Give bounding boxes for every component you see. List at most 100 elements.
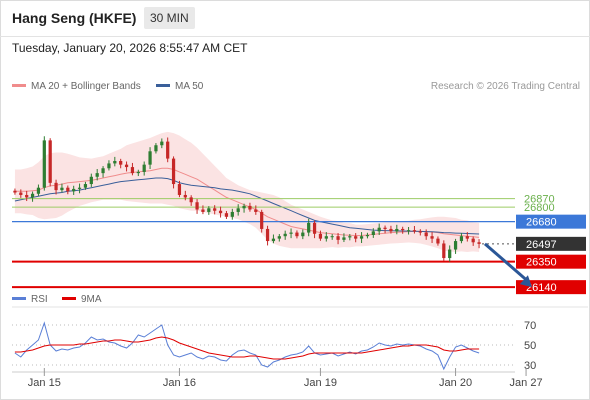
- candle-body: [95, 173, 99, 177]
- candle-body: [13, 190, 17, 193]
- timestamp: Tuesday, January 20, 2026 8:55:47 AM CET: [12, 41, 248, 55]
- candle-body: [148, 151, 152, 165]
- candle-body: [318, 233, 323, 239]
- legend-bollinger: MA 20 + Bollinger Bands: [12, 81, 141, 92]
- interval-badge[interactable]: 30 MIN: [144, 7, 195, 29]
- candle-body: [236, 208, 240, 212]
- candle-body: [265, 228, 270, 242]
- candle-body: [107, 163, 111, 169]
- candle-body: [130, 167, 135, 174]
- bollinger-swatch: [12, 83, 26, 87]
- forecast-arrow-shaft: [483, 242, 530, 284]
- resistance-label-26800: 26800: [524, 202, 555, 214]
- candle-body: [301, 232, 305, 237]
- candle-body: [295, 232, 299, 237]
- candle-body: [424, 232, 428, 237]
- candle-body: [389, 228, 393, 232]
- candle-body: [89, 176, 93, 185]
- candle-body: [448, 249, 452, 259]
- candle-body: [336, 236, 340, 240]
- candle-body: [254, 209, 258, 212]
- candle-body: [348, 236, 352, 238]
- candle-body: [177, 184, 182, 195]
- candle-body: [60, 187, 64, 191]
- candle-body: [42, 140, 46, 188]
- candle-body: [25, 194, 29, 198]
- candle-body: [77, 187, 82, 189]
- x-tick-label: Jan 19: [304, 377, 337, 389]
- candle-body: [359, 236, 364, 239]
- candle-body: [54, 182, 58, 191]
- legend-9ma: 9MA: [62, 294, 102, 305]
- candle-body: [412, 230, 417, 232]
- rsi-tick-50: 50: [524, 340, 536, 352]
- candle-body: [248, 205, 252, 210]
- candle-body: [430, 236, 434, 239]
- candle-body: [342, 237, 346, 240]
- candle-body: [377, 227, 381, 232]
- candle-body: [66, 187, 70, 192]
- candle-body: [442, 243, 446, 259]
- ma50-label: MA 50: [175, 81, 204, 92]
- level-tag-26350: [516, 254, 586, 269]
- level-label-26140: 26140: [526, 282, 557, 294]
- candle-body: [166, 141, 170, 159]
- candle-body: [136, 171, 140, 174]
- candle-body: [183, 194, 187, 198]
- candle-body: [406, 230, 411, 232]
- x-tick-label: Jan 15: [28, 377, 61, 389]
- candle-body: [453, 241, 458, 250]
- candle-body: [142, 164, 146, 172]
- candle-body: [101, 168, 105, 174]
- candle-body: [119, 161, 123, 165]
- candle-body: [283, 233, 287, 237]
- rsi-line: [14, 321, 480, 371]
- candle-body: [72, 188, 76, 192]
- candle-body: [365, 234, 370, 237]
- candle-body: [36, 187, 41, 194]
- bollinger-band: [14, 131, 480, 252]
- bollinger-label: MA 20 + Bollinger Bands: [31, 81, 141, 92]
- candle-body: [48, 140, 52, 183]
- ma9-label: 9MA: [81, 294, 102, 305]
- candle-body: [289, 232, 293, 234]
- candle-body: [477, 242, 481, 244]
- candle-body: [207, 208, 211, 212]
- candle-body: [459, 236, 464, 242]
- resistance-label-26870: 26870: [524, 194, 555, 206]
- candle-body: [471, 238, 475, 243]
- instrument-title: Hang Seng (HKFE): [12, 10, 137, 26]
- candle-body: [195, 202, 199, 210]
- candle-body: [271, 238, 276, 242]
- candle-body: [418, 231, 422, 233]
- x-tick-label: Jan 27: [510, 377, 543, 389]
- candle-body: [30, 193, 35, 198]
- credit-text: Research © 2026 Trading Central: [430, 81, 580, 92]
- candle-body: [124, 164, 129, 168]
- last-price-label: 26497: [526, 239, 557, 251]
- candle-body: [19, 192, 23, 195]
- candle-body: [224, 213, 229, 217]
- candle-body: [436, 238, 440, 244]
- candle-body: [465, 236, 469, 239]
- candle-body: [213, 208, 217, 211]
- candle-body: [395, 228, 399, 232]
- header-divider: [0, 36, 590, 37]
- ma50-swatch: [156, 83, 170, 87]
- candle-body: [260, 211, 264, 229]
- candle-body: [218, 210, 223, 214]
- candle-body: [230, 211, 234, 217]
- candle-body: [171, 158, 176, 185]
- level-label-26350: 26350: [526, 257, 557, 269]
- candle-body: [201, 209, 205, 212]
- candle-body: [330, 236, 334, 238]
- candle-body: [277, 236, 281, 239]
- x-tick-label: Jan 16: [163, 377, 196, 389]
- last-price-tag: [516, 236, 586, 251]
- candle-body: [324, 236, 328, 239]
- rsi-ma9-line: [14, 336, 480, 360]
- candle-body: [189, 197, 193, 203]
- candle-body: [354, 236, 358, 239]
- level-tag-26140: [516, 280, 586, 295]
